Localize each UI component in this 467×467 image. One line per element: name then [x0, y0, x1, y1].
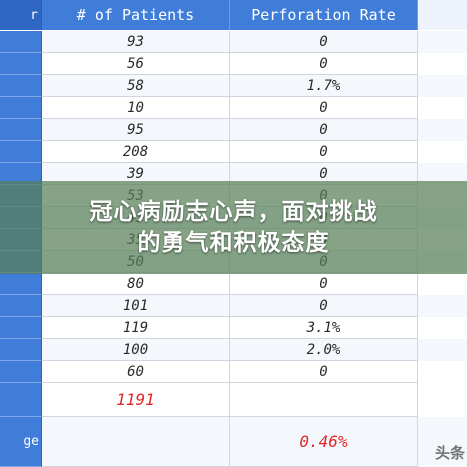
row-left-cell — [0, 75, 42, 97]
overall-rate-cell: 0.46% — [230, 417, 418, 467]
row-left-cell — [0, 383, 42, 417]
table-row: 39 0 — [0, 163, 467, 185]
left-edge-text: ge — [23, 434, 39, 449]
row-right-cell — [418, 163, 467, 185]
rate-cell: 3.1% — [230, 317, 418, 339]
row-left-cell — [0, 141, 42, 163]
table-row: 119 3.1% — [0, 317, 467, 339]
table-row: 58 1.7% — [0, 75, 467, 97]
row-right-cell — [418, 295, 467, 317]
row-left-cell — [0, 53, 42, 75]
header-right-cell — [418, 0, 467, 30]
headline-banner: 冠心病励志心声，面对挑战 的勇气和积极态度 — [0, 181, 467, 274]
rate-cell: 0 — [230, 119, 418, 141]
table-row: 10 0 — [0, 97, 467, 119]
table-row: 60 0 — [0, 361, 467, 383]
patients-cell: 56 — [42, 53, 230, 75]
header-patients: # of Patients — [42, 0, 230, 30]
table-row: 80 0 — [0, 273, 467, 295]
row-right-cell — [418, 417, 467, 467]
table-row: 95 0 — [0, 119, 467, 141]
rate-cell: 0 — [230, 273, 418, 295]
patients-cell: 10 — [42, 97, 230, 119]
row-right-cell — [418, 53, 467, 75]
table-row: 101 0 — [0, 295, 467, 317]
total-rate-cell — [230, 383, 418, 417]
row-right-cell — [418, 31, 467, 53]
row-left-cell — [0, 31, 42, 53]
row-right-cell — [418, 361, 467, 383]
rate-cell: 0 — [230, 97, 418, 119]
row-left-cell: ge — [0, 417, 42, 467]
total-patients-cell: 1191 — [42, 383, 230, 417]
rate-cell: 0 — [230, 31, 418, 53]
watermark-logo: 头条 — [434, 444, 465, 462]
headline-line-1: 冠心病励志心声，面对挑战 — [89, 198, 378, 225]
row-right-cell — [418, 339, 467, 361]
total-row: 1191 — [0, 383, 467, 417]
patients-cell: 100 — [42, 339, 230, 361]
header-row: r # of Patients Perforation Rate — [0, 0, 467, 31]
row-left-cell — [0, 361, 42, 383]
row-right-cell — [418, 273, 467, 295]
patients-cell: 60 — [42, 361, 230, 383]
overall-patients-cell — [42, 417, 230, 467]
row-right-cell — [418, 383, 467, 417]
header-perforation-rate: Perforation Rate — [230, 0, 418, 30]
rate-cell: 2.0% — [230, 339, 418, 361]
rate-cell: 1.7% — [230, 75, 418, 97]
row-right-cell — [418, 97, 467, 119]
table-row: 93 0 — [0, 31, 467, 53]
patients-cell: 95 — [42, 119, 230, 141]
table-row: 100 2.0% — [0, 339, 467, 361]
patients-cell: 119 — [42, 317, 230, 339]
row-left-cell — [0, 339, 42, 361]
row-right-cell — [418, 317, 467, 339]
row-right-cell — [418, 119, 467, 141]
row-left-cell — [0, 295, 42, 317]
rate-cell: 0 — [230, 53, 418, 75]
patients-cell: 58 — [42, 75, 230, 97]
headline-line-2: 的勇气和积极态度 — [137, 229, 330, 256]
row-left-cell — [0, 97, 42, 119]
header-left-text: r — [30, 7, 38, 23]
patients-cell: 80 — [42, 273, 230, 295]
row-right-cell — [418, 75, 467, 97]
table-row: 56 0 — [0, 53, 467, 75]
row-left-cell — [0, 119, 42, 141]
row-right-cell — [418, 141, 467, 163]
table-row: 208 0 — [0, 141, 467, 163]
rate-cell: 0 — [230, 295, 418, 317]
rate-cell: 0 — [230, 141, 418, 163]
rate-cell: 0 — [230, 361, 418, 383]
overall-rate-row: ge 0.46% — [0, 417, 467, 467]
row-left-cell — [0, 273, 42, 295]
patients-cell: 93 — [42, 31, 230, 53]
header-left-cell: r — [0, 0, 42, 30]
patients-cell: 208 — [42, 141, 230, 163]
row-left-cell — [0, 317, 42, 339]
patients-cell: 101 — [42, 295, 230, 317]
